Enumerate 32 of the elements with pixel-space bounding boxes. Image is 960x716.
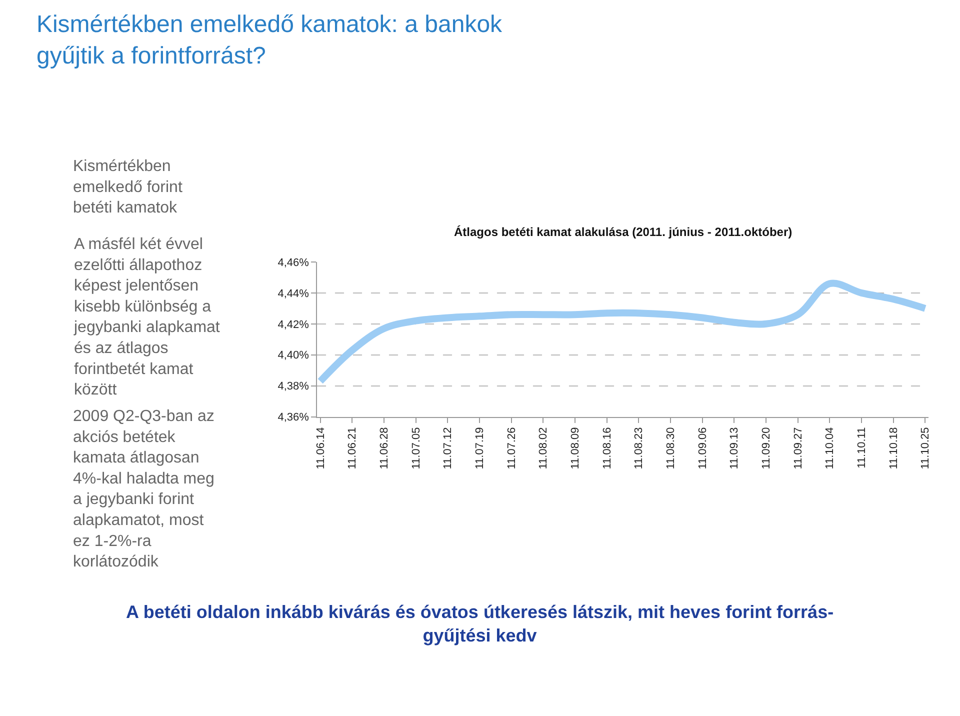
x-tick-label: 11.09.06 bbox=[696, 427, 709, 470]
x-tick-label: 11.07.19 bbox=[474, 427, 486, 470]
x-tick-label: 11.07.05 bbox=[410, 427, 422, 470]
x-tick-label: 11.08.16 bbox=[601, 427, 614, 470]
x-tick-label: 11.10.11 bbox=[856, 427, 868, 468]
chart-subtitle: Átlagos betéti kamat alakulása (2011. június - 2011.október) bbox=[454, 225, 792, 239]
x-tick-label: 11.08.30 bbox=[665, 427, 678, 470]
x-tick-label: 11.08.09 bbox=[570, 427, 582, 470]
text: Kismértékben emelkedő forint betéti kamatok bbox=[73, 158, 183, 217]
x-tick-label: 11.07.12 bbox=[442, 427, 454, 470]
y-tick-label: 4,46% bbox=[278, 256, 310, 269]
x-tick-label: 11.10.18 bbox=[888, 427, 900, 470]
text: 2009 Q2-Q3-ban az akciós betétek kamata átlagosan 4%-kal haladta meg a jegybanki forint alapkamatot, most ez 1-2%-ra korlátozódik bbox=[73, 408, 214, 571]
x-tick-label: 11.08.23 bbox=[633, 427, 646, 470]
y-tick-label: 4,40% bbox=[278, 350, 310, 362]
x-tick-label: 11.10.25 bbox=[920, 427, 932, 470]
x-tick-label: 11.07.26 bbox=[506, 427, 518, 470]
x-tick-label: 11.09.27 bbox=[792, 427, 804, 470]
y-tick-label: 4,38% bbox=[278, 380, 310, 393]
x-tick-label: 11.08.02 bbox=[538, 427, 550, 470]
x-tick-label: 11.10.04 bbox=[824, 427, 836, 470]
x-tick-label: 11.09.13 bbox=[728, 427, 741, 470]
y-tick-label: 4,44% bbox=[278, 288, 310, 300]
x-tick-label: 11.06.28 bbox=[378, 427, 391, 470]
x-tick-label: 11.06.21 bbox=[346, 427, 359, 470]
chart-title: Kismértékben emelkedő kamatok: a bankok gyűjtik a forintforrást? bbox=[36, 11, 504, 70]
y-tick-label: 4,36% bbox=[278, 412, 310, 424]
y-tick-label: 4,42% bbox=[278, 318, 310, 331]
text: A másfél két évvel ezelőtti állapothoz képest jelentősen kisebb különbség a jegybanki alapkamat és az átlagos forintbetét kamat között bbox=[73, 236, 220, 399]
x-tick-label: 11.09.20 bbox=[760, 427, 773, 470]
x-tick-label: 11.06.14 bbox=[314, 427, 327, 470]
text: A betéti oldalon inkább kivárás és óvatos útkeresés látszik, mit heves forint forrás- gyűjtési kedv bbox=[126, 602, 834, 646]
